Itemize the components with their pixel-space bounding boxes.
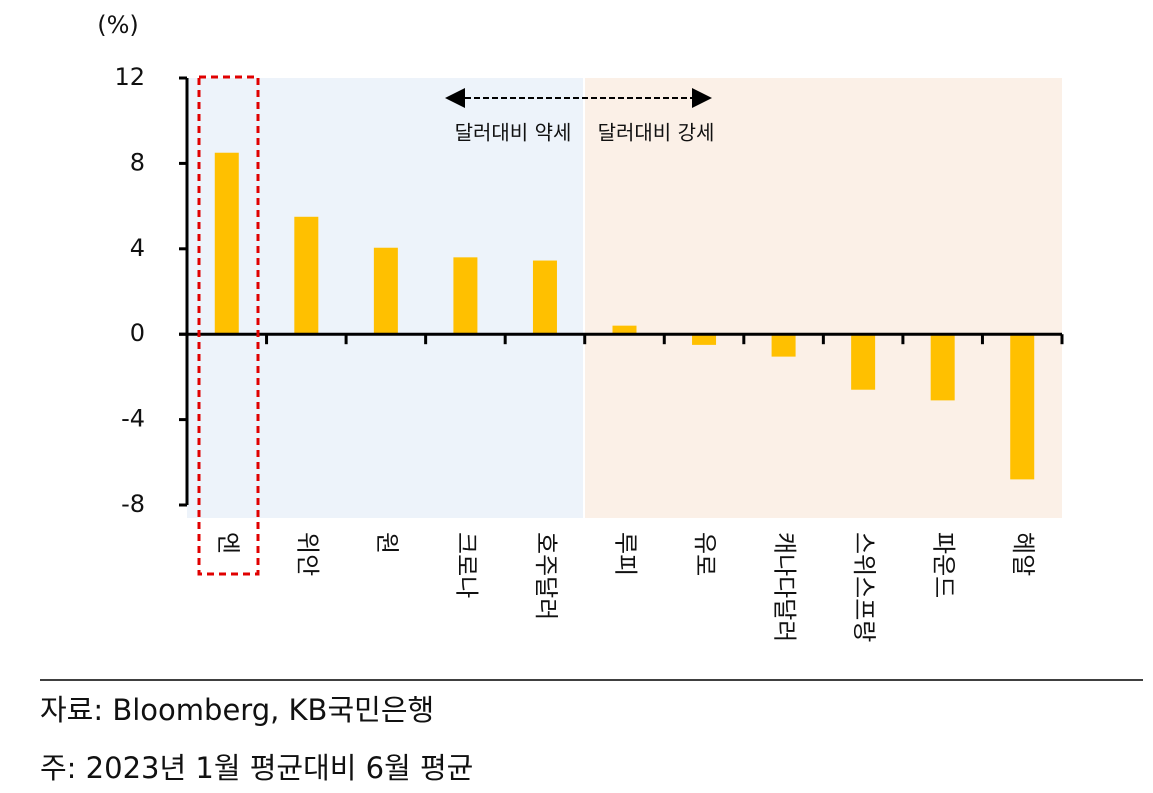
x-tick-label: 호주달러 — [532, 532, 560, 620]
bar — [214, 152, 239, 335]
x-tick-label: 원 — [373, 532, 401, 554]
bar — [930, 334, 955, 401]
bar — [1010, 334, 1035, 480]
y-tick-label: 8 — [130, 148, 145, 176]
bar — [771, 334, 796, 357]
strong-region — [585, 78, 1062, 518]
y-tick-label: 12 — [114, 63, 145, 91]
bar — [373, 247, 398, 335]
note: 주: 2023년 1월 평균대비 6월 평균 — [40, 751, 473, 785]
bar — [612, 325, 637, 335]
bar — [453, 257, 478, 335]
source: 자료: Bloomberg, KB국민은행 — [40, 693, 434, 727]
x-tick-label: 스위스프랑 — [850, 532, 878, 642]
x-tick-label: 캐나다달러 — [771, 532, 799, 642]
plot: -8 -4 0 4 8 12 엔 위안 원 크로나 호주달러 루피 유로 캐나다달러 스위스프랑 파운드 헤알 — [114, 63, 1064, 642]
y-tick-label: -4 — [121, 405, 145, 433]
x-tick-label: 위안 — [293, 532, 321, 576]
y-tick-label: 0 — [130, 319, 145, 347]
bar — [294, 216, 319, 335]
annotation: 달러대비 약세 — [455, 121, 572, 145]
y-tick-label: -8 — [121, 490, 145, 518]
x-tick-label: 크로나 — [452, 532, 480, 598]
y-unit: (%) — [97, 11, 139, 39]
annotation: 달러대비 강세 — [598, 121, 715, 145]
x-tick-label: 파운드 — [930, 532, 958, 598]
x-tick-label: 엔 — [214, 532, 242, 554]
x-tick-label: 유로 — [691, 532, 719, 576]
x-tick-label: 루피 — [612, 532, 640, 576]
bar — [532, 260, 557, 335]
y-tick-label: 4 — [130, 234, 145, 262]
x-tick-label: 헤알 — [1009, 532, 1037, 576]
bar — [692, 334, 717, 345]
bar — [851, 334, 876, 390]
highlight-box — [197, 75, 260, 576]
